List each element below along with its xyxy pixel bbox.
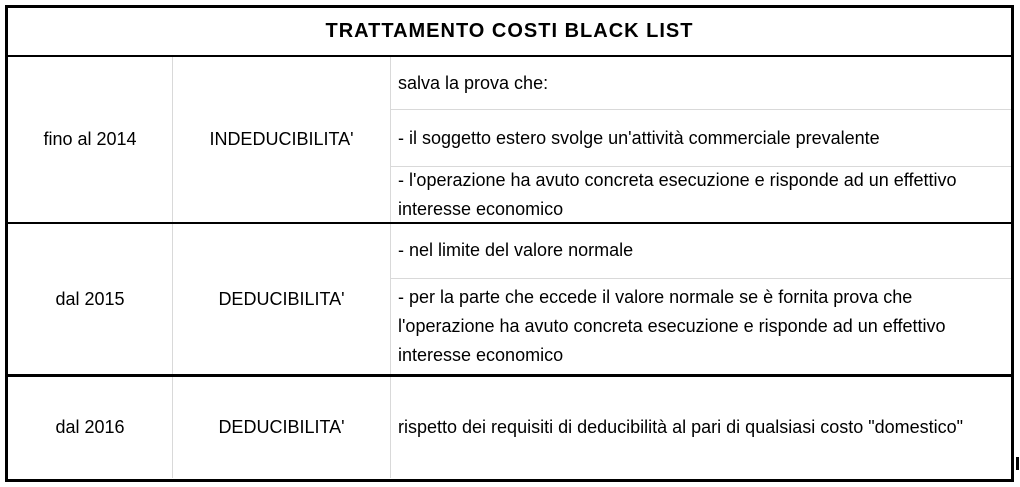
detail-item: - l'operazione ha avuto concreta esecuzi… bbox=[398, 169, 957, 219]
period-cell: dal 2016 bbox=[8, 377, 173, 478]
detail-item: salva la prova che: bbox=[391, 57, 1011, 110]
table-row-fino-al-2014: fino al 2014 INDEDUCIBILITA' salva la pr… bbox=[8, 57, 1011, 224]
details-cell: rispetto dei requisiti di deducibilità a… bbox=[391, 377, 1011, 478]
table-row-dal-2016: dal 2016 DEDUCIBILITA' rispetto dei requ… bbox=[8, 377, 1011, 478]
black-list-costs-table: TRATTAMENTO COSTI BLACK LIST fino al 201… bbox=[5, 5, 1014, 482]
table-title: TRATTAMENTO COSTI BLACK LIST bbox=[325, 20, 694, 42]
detail-item: - nel limite del valore normale bbox=[391, 224, 1011, 279]
stray-mark-artifact bbox=[1016, 457, 1019, 470]
treatment-cell: DEDUCIBILITA' bbox=[173, 224, 391, 374]
detail-item: - per la parte che eccede il valore norm… bbox=[398, 286, 946, 365]
period-cell: dal 2015 bbox=[8, 224, 173, 374]
details-cell: - nel limite del valore normale - per la… bbox=[391, 224, 1011, 374]
detail-item: - il soggetto estero svolge un'attività … bbox=[391, 110, 1011, 167]
table-header-row: TRATTAMENTO COSTI BLACK LIST bbox=[8, 8, 1011, 57]
detail-item: rispetto dei requisiti di deducibilità a… bbox=[398, 417, 964, 437]
period-cell: fino al 2014 bbox=[8, 57, 173, 222]
treatment-cell: INDEDUCIBILITA' bbox=[173, 57, 391, 222]
details-cell: salva la prova che: - il soggetto estero… bbox=[391, 57, 1011, 222]
treatment-cell: DEDUCIBILITA' bbox=[173, 377, 391, 478]
table-row-dal-2015: dal 2015 DEDUCIBILITA' - nel limite del … bbox=[8, 224, 1011, 377]
